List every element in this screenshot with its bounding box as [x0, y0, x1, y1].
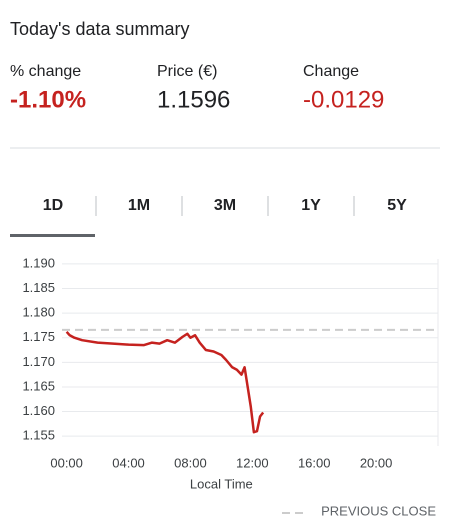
y-tick-label: 1.165 [22, 378, 55, 393]
summary-label: Change [303, 63, 359, 80]
active-tab-indicator [10, 234, 95, 237]
y-tick-label: 1.180 [22, 305, 55, 320]
summary-label: Price (€) [157, 63, 217, 80]
summary-value: 1.1596 [157, 86, 230, 113]
x-tick-label: 20:00 [360, 455, 393, 470]
range-tab[interactable]: 1Y [301, 197, 321, 214]
y-tick-label: 1.175 [22, 329, 55, 344]
y-tick-label: 1.160 [22, 403, 55, 418]
summary-title: Today's data summary [10, 19, 190, 39]
range-tab[interactable]: 3M [214, 197, 236, 214]
range-tab[interactable]: 5Y [387, 197, 407, 214]
y-tick-label: 1.185 [22, 280, 55, 295]
y-tick-label: 1.155 [22, 428, 55, 443]
x-tick-label: 00:00 [50, 455, 83, 470]
y-tick-label: 1.170 [22, 354, 55, 369]
legend-label: PREVIOUS CLOSE [321, 503, 436, 518]
x-tick-label: 16:00 [298, 455, 331, 470]
summary-label: % change [10, 63, 81, 80]
summary-value: -0.0129 [303, 86, 384, 113]
x-tick-label: 04:00 [112, 455, 145, 470]
summary-value: -1.10% [10, 86, 86, 113]
x-tick-label: 12:00 [236, 455, 269, 470]
range-tab[interactable]: 1D [43, 197, 63, 214]
y-tick-label: 1.190 [22, 255, 55, 270]
price-line [65, 330, 265, 434]
x-tick-label: 08:00 [174, 455, 207, 470]
range-tab[interactable]: 1M [128, 197, 150, 214]
x-axis-label: Local Time [190, 476, 253, 491]
